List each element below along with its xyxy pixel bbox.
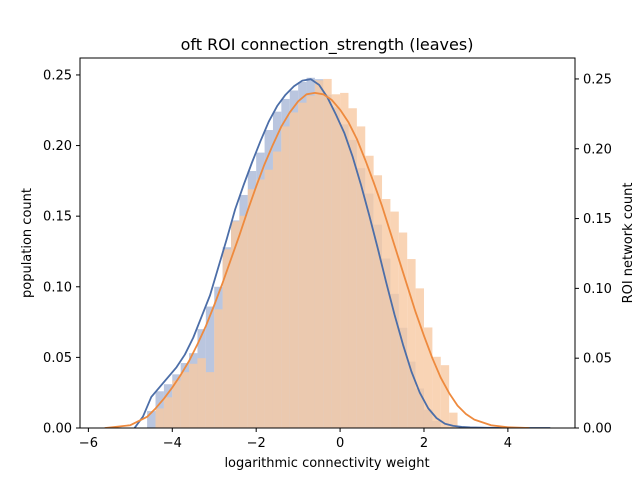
y-tick-label: 0.05: [43, 351, 72, 366]
kde-line-series-2: [104, 92, 530, 428]
y-tick-label: 0.25: [43, 68, 72, 83]
x-tick-label: −2: [247, 436, 266, 451]
histogram-bar: [172, 380, 181, 428]
histogram-bar: [247, 189, 257, 428]
x-tick-label: 4: [504, 436, 512, 451]
y2-tick-label: 0.10: [583, 282, 612, 297]
histogram-bar: [365, 155, 374, 428]
histogram-bar: [231, 221, 240, 428]
histogram-bar: [449, 412, 458, 428]
y2-tick-label: 0.00: [583, 422, 612, 437]
histogram-bar: [323, 78, 332, 428]
histogram-bar: [289, 112, 299, 428]
y-tick-label: 0.20: [43, 139, 72, 154]
chart-title: oft ROI connection_strength (leaves): [181, 35, 474, 55]
histogram-bar: [214, 309, 223, 428]
y-tick-label: 0.15: [43, 210, 72, 225]
histogram-bar: [205, 306, 215, 428]
histogram-bar: [222, 249, 232, 428]
kde-line-series-1: [133, 78, 551, 428]
histogram-bar: [390, 211, 399, 428]
plot-clip-group: [104, 77, 551, 428]
axes-layer: −6 −4 −2 0 2 4 0.00 0.05 0.10 0.15 0.20 0.25 0.00 0.0…: [43, 57, 612, 451]
y2-tick-label: 0.25: [583, 72, 612, 87]
histogram-series-2: [155, 78, 458, 428]
y2-axis-label: ROI network count: [621, 183, 636, 304]
histogram-bar: [205, 372, 215, 428]
histogram-bar: [423, 327, 433, 428]
histogram-bar: [155, 408, 164, 428]
y2-tick-label: 0.15: [583, 212, 612, 227]
histogram-bar: [440, 365, 450, 428]
histogram-bar: [356, 126, 366, 428]
histogram-bar: [432, 356, 441, 428]
histogram-bar: [382, 199, 391, 428]
x-axis-label: logarithmic connectivity weight: [224, 456, 429, 471]
histogram-bar: [373, 175, 383, 428]
histogram-bar: [298, 102, 307, 428]
y-tick-label: 0.10: [43, 280, 72, 295]
histogram-bar: [314, 80, 324, 428]
axes-frame: [79, 57, 576, 429]
histogram-bar: [281, 126, 290, 428]
histogram-bar: [398, 232, 408, 428]
histogram-bar: [264, 169, 273, 428]
histogram-bar: [272, 151, 282, 428]
histogram-bar: [256, 179, 265, 428]
histogram-bar: [407, 259, 416, 428]
histogram-bar: [331, 94, 341, 428]
histogram-bar: [348, 108, 357, 428]
x-tick-label: −4: [163, 436, 182, 451]
y2-tick-label: 0.20: [583, 142, 612, 157]
histogram-bar: [239, 215, 248, 428]
y-tick-label: 0.00: [43, 422, 72, 437]
histogram-bar: [197, 358, 206, 428]
histogram-bar: [163, 397, 173, 428]
histogram-bar: [147, 411, 156, 428]
x-tick-label: −6: [79, 436, 98, 451]
y2-tick-label: 0.05: [583, 352, 612, 367]
histogram-bar: [340, 92, 349, 428]
plot-area: [104, 77, 551, 428]
x-tick-label: 0: [336, 436, 344, 451]
histogram-bar: [306, 95, 315, 428]
histogram-bar: [189, 363, 198, 428]
x-tick-label: 2: [420, 436, 428, 451]
histogram-bar: [180, 372, 190, 428]
y-axis-label: population count: [20, 188, 35, 298]
histogram-bar: [415, 288, 424, 428]
